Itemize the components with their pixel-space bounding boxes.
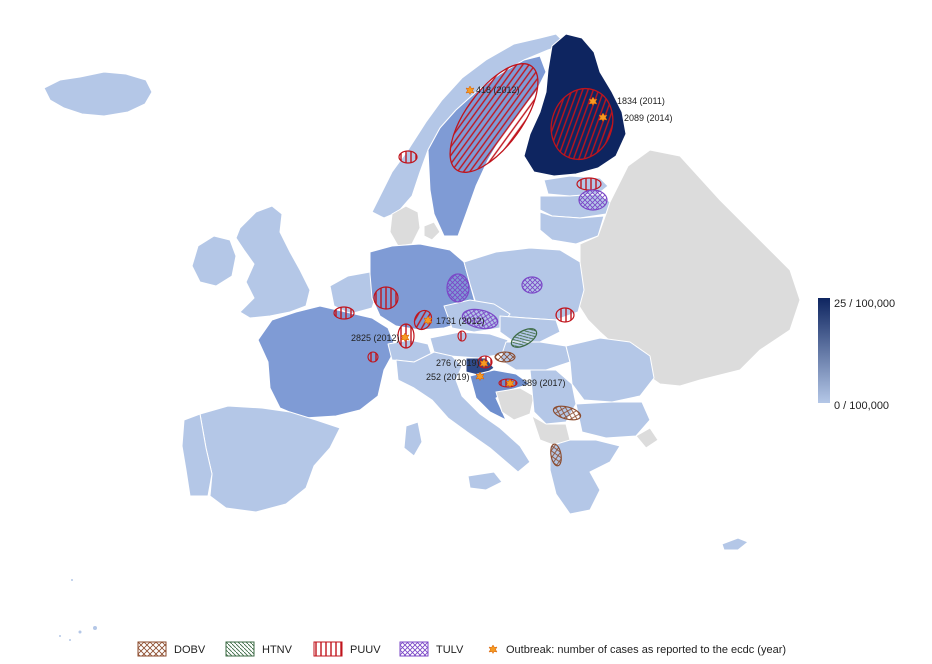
outbreak-icon [465,85,475,96]
legend-puuv-label: PUUV [350,644,381,656]
island-canary-3 [92,625,98,631]
outbreak-label: 418 (2012) [476,85,520,95]
outbreak-marker [598,112,608,123]
outbreak-label: 2089 (2014) [624,113,673,123]
outbreak-icon [475,371,485,382]
legend: DOBV HTNV PUUV TULV Outbreak: number of … [137,641,786,657]
legend-outbreak-swatch [488,644,498,655]
dobv-area-serbia [552,405,582,421]
outbreak-icon [479,358,489,369]
outbreak-label: 1834 (2011) [617,96,665,106]
tulv-area-latvia [578,189,608,211]
virus-areas [333,63,614,467]
outbreak-label: 2825 (2012) [351,333,400,343]
country-ireland [191,235,237,287]
legend-htnv-label: HTNV [262,644,293,656]
country-portugal [181,413,213,497]
country-uk [235,205,311,319]
color-scale-min-label: 0 / 100,000 [834,400,889,412]
legend-htnv-swatch [225,641,255,657]
country-denmark [389,205,421,247]
dobv-area-hungary [494,351,516,363]
country-greece [549,439,621,515]
outbreak-label: 252 (2019) [426,372,470,382]
country-turkey-west [635,427,659,449]
legend-outbreak-label: Outbreak: number of cases as reported to… [506,644,786,656]
legend-tulv-swatch [399,641,429,657]
color-scale-max-label: 25 / 100,000 [834,298,895,310]
country-romania [565,337,655,403]
country-spain [199,405,341,513]
country-denmark-island [423,221,441,241]
country-bosnia [495,387,535,421]
country-cyprus [721,537,749,551]
puuv-area-austria [457,330,467,342]
outbreak-marker [475,371,485,382]
country-sardinia [403,421,423,457]
dobv-area-balkans [550,443,562,467]
country-italy [395,351,531,473]
puuv-area-france-south [367,351,379,363]
country-bulgaria [575,401,651,439]
puuv-area-slovakia [555,307,575,323]
color-scale-bar [818,298,830,403]
puuv-area-sweden [449,63,539,173]
outbreak-icon [588,96,598,107]
legend-puuv-swatch [313,641,343,657]
tulv-area-germany [446,273,470,303]
puuv-area-germany-west [373,286,399,310]
tulv-area-czechia [461,308,499,330]
outbreak-marker [505,378,515,389]
outbreak-label: 276 (2019) [436,358,480,368]
legend-tulv-label: TULV [436,644,464,656]
outbreak-icon [400,332,410,343]
outbreak-icon [598,112,608,123]
island-canary-2 [77,629,83,635]
tulv-area-poland [521,276,543,294]
outbreak-label: 389 (2017) [522,378,566,388]
color-scale: 25 / 100,000 0 / 100,000 [818,298,895,412]
outbreak-marker [400,332,410,343]
outbreak-marker [588,96,598,107]
puuv-area-norway [398,150,418,164]
legend-dobv-swatch [137,641,167,657]
outbreak-marker [479,358,489,369]
outbreak-label: 1731 (2012) [436,316,485,326]
country-iceland [43,71,153,117]
outbreak-icon [488,644,498,655]
country-sicily [467,471,503,491]
countries [43,33,801,642]
puuv-area-benelux [333,306,355,320]
legend-dobv-label: DOBV [174,644,206,656]
island-azores [58,634,62,638]
outbreak-marker [423,315,433,326]
outbreak-markers: 418 (2012) 1834 (2011) 2089 (2014) 1731 … [351,85,673,389]
island-madeira [70,578,74,582]
htnv-area-hungary [510,328,538,348]
country-no-data-east [573,149,801,387]
outbreak-icon [423,315,433,326]
outbreak-icon [505,378,515,389]
puuv-area-germany-south [413,309,433,331]
island-canary-1 [68,638,72,642]
puuv-area-finland [550,87,614,161]
puuv-area-estonia [576,177,602,191]
outbreak-marker [465,85,475,96]
